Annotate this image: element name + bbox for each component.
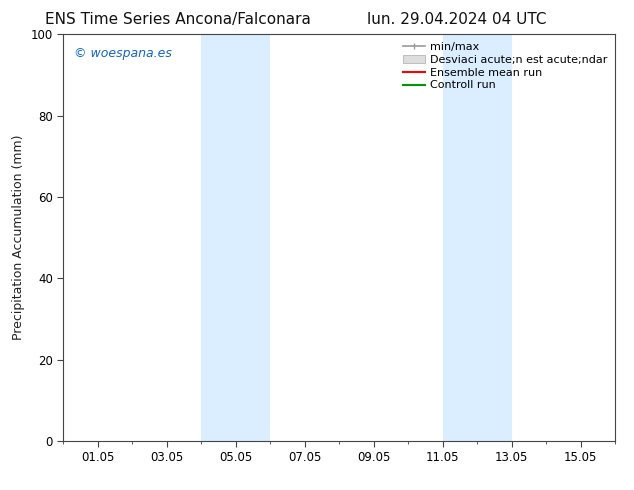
Bar	[443, 34, 512, 441]
Bar	[202, 34, 270, 441]
Text: lun. 29.04.2024 04 UTC: lun. 29.04.2024 04 UTC	[366, 12, 547, 27]
Y-axis label: Precipitation Accumulation (mm): Precipitation Accumulation (mm)	[12, 135, 25, 341]
Text: © woespana.es: © woespana.es	[74, 47, 172, 59]
Legend: min/max, Desviaci acute;n est acute;ndar, Ensemble mean run, Controll run: min/max, Desviaci acute;n est acute;ndar…	[401, 40, 609, 93]
Text: ENS Time Series Ancona/Falconara: ENS Time Series Ancona/Falconara	[44, 12, 311, 27]
